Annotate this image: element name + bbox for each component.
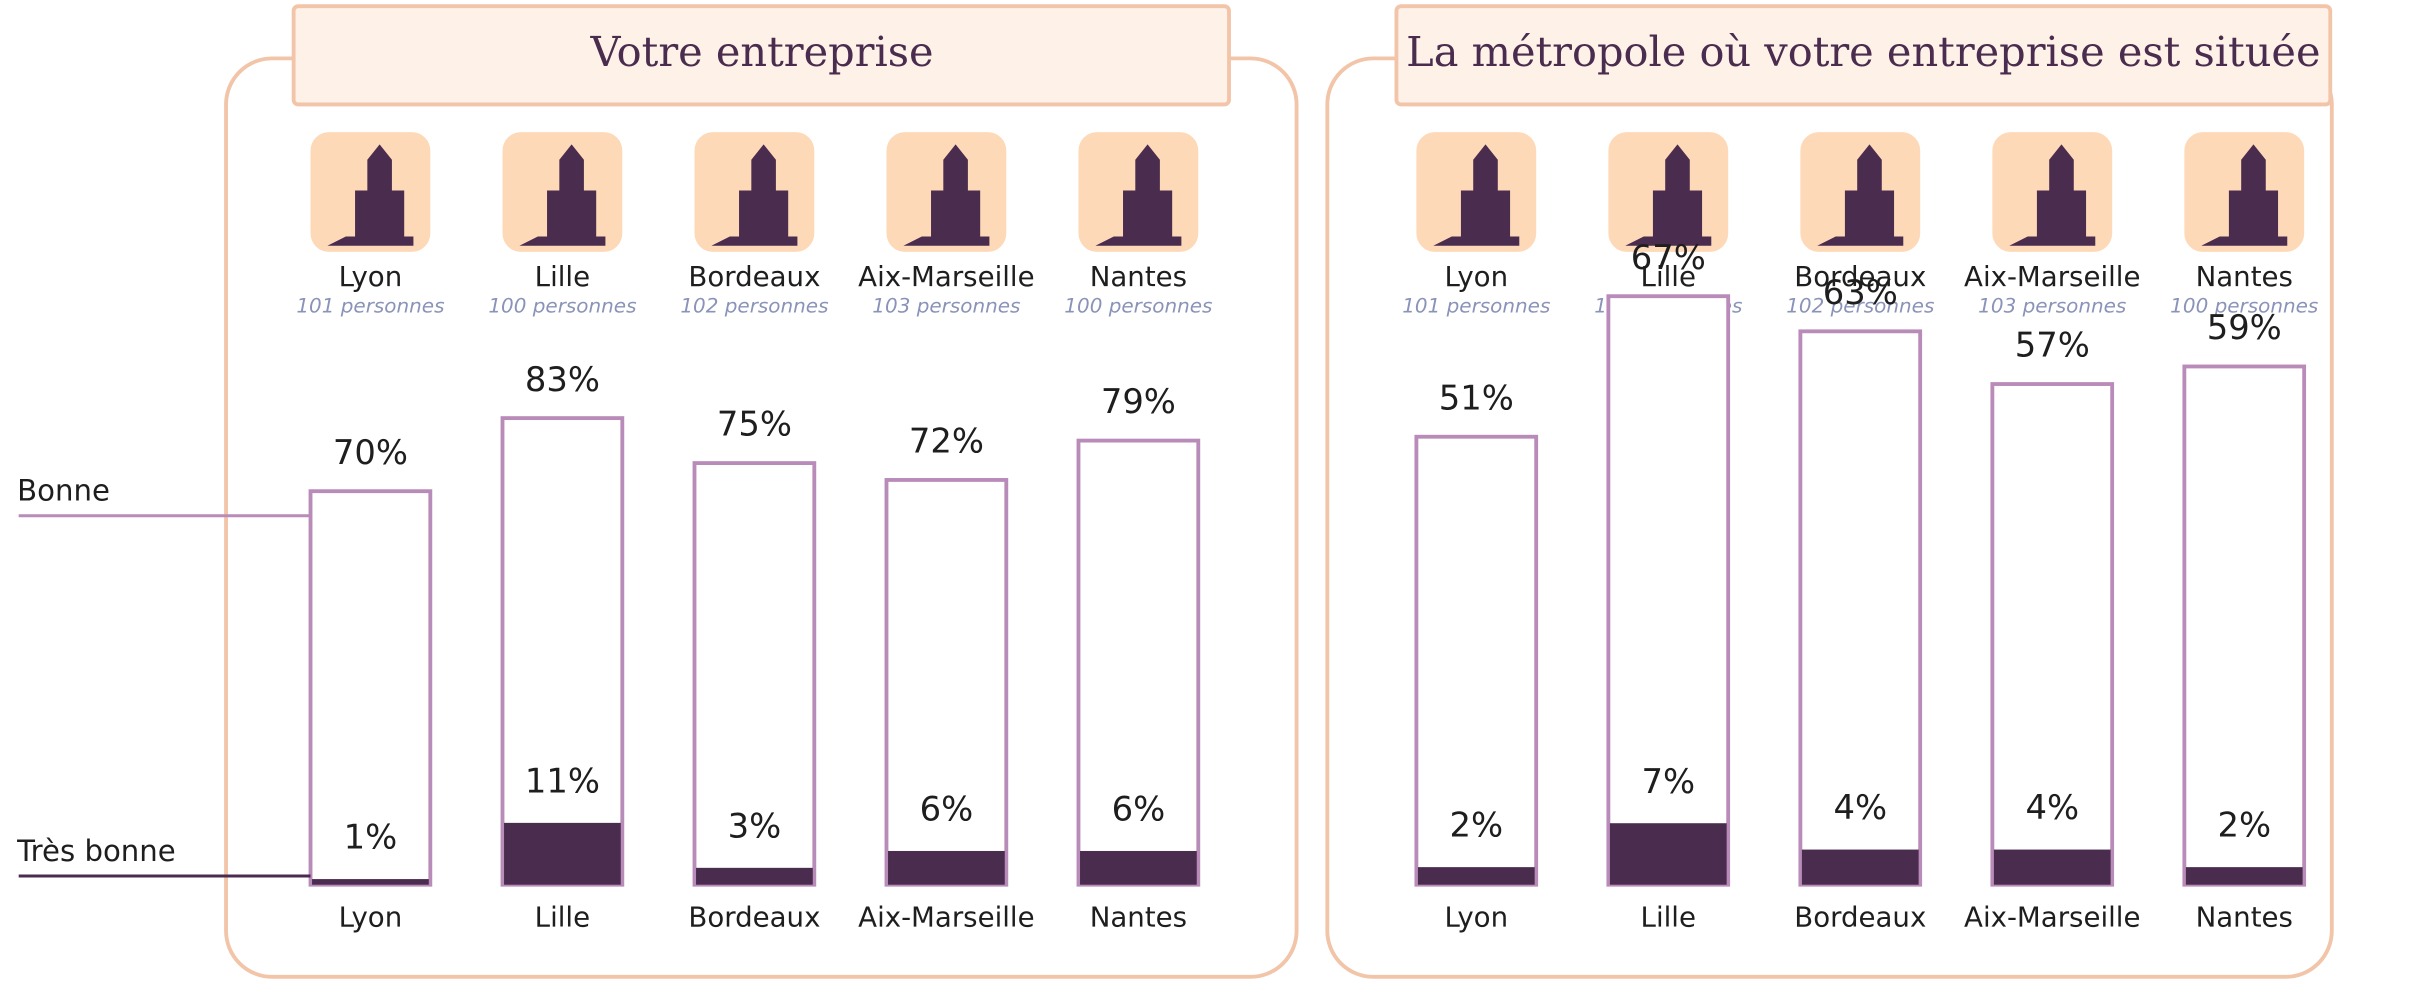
chart: Votre entreprise La métropole où votre e…	[0, 0, 2415, 983]
value-label: 7%	[1641, 762, 1695, 801]
value-label: 6%	[1112, 790, 1166, 829]
value-label: 57%	[2015, 326, 2090, 365]
x-tick-label: Nantes	[2196, 900, 2293, 933]
city-name: Aix-Marseille	[858, 260, 1034, 293]
sample-size: 101 personnes	[296, 294, 444, 318]
x-tick-label: Lyon	[339, 900, 403, 933]
sample-size: 103 personnes	[1978, 294, 2126, 318]
value-label: 2%	[1449, 806, 1503, 845]
value-label: 83%	[525, 360, 600, 399]
value-label: 11%	[525, 761, 600, 800]
bar-fill	[888, 851, 1005, 885]
city-name: Nantes	[1090, 260, 1187, 293]
bar-fill	[696, 868, 813, 885]
x-tick-label: Lyon	[1444, 900, 1508, 933]
city-name: Lille	[535, 260, 590, 293]
city-name: Nantes	[2196, 260, 2293, 293]
x-tick-label: Nantes	[1090, 900, 1187, 933]
bar-fill	[2186, 867, 2303, 885]
x-tick-label: Aix-Marseille	[1964, 900, 2140, 933]
value-label: 3%	[728, 806, 782, 845]
bar-fill	[504, 823, 621, 885]
value-label: 63%	[1823, 273, 1898, 312]
bar-fill	[312, 879, 429, 885]
legend-label: Bonne	[17, 474, 110, 508]
value-label: 70%	[333, 433, 408, 472]
city-name: Lyon	[1444, 260, 1508, 293]
bar-fill	[1802, 850, 1919, 885]
x-tick-label: Bordeaux	[688, 900, 820, 933]
value-label: 59%	[2207, 308, 2282, 347]
value-label: 67%	[1631, 238, 1706, 277]
bar-outline	[503, 418, 623, 885]
value-label: 4%	[2025, 788, 2079, 827]
sample-size: 101 personnes	[1402, 294, 1550, 318]
value-label: 4%	[1833, 788, 1887, 827]
x-tick-label: Aix-Marseille	[858, 900, 1034, 933]
city-name: Bordeaux	[688, 260, 820, 293]
x-tick-label: Bordeaux	[1794, 900, 1926, 933]
legend-label: Très bonne	[16, 834, 176, 868]
bar-fill	[1610, 823, 1727, 884]
x-tick-label: Lille	[535, 900, 590, 933]
chart-title: Votre entreprise	[590, 28, 934, 76]
value-label: 2%	[2217, 806, 2271, 845]
value-label: 1%	[344, 818, 398, 857]
value-label: 75%	[717, 405, 792, 444]
sample-size: 100 personnes	[488, 294, 636, 318]
sample-size: 103 personnes	[872, 294, 1020, 318]
city-name: Lyon	[339, 260, 403, 293]
city-name: Aix-Marseille	[1964, 260, 2140, 293]
sample-size: 100 personnes	[1064, 294, 1212, 318]
value-label: 51%	[1439, 378, 1514, 417]
value-label: 6%	[920, 790, 974, 829]
sample-size: 102 personnes	[680, 294, 828, 318]
chart-title: La métropole où votre entreprise est sit…	[1406, 28, 2320, 76]
page: Votre entreprise La métropole où votre e…	[0, 0, 2415, 983]
bar-fill	[1418, 867, 1535, 885]
bar-fill	[1080, 851, 1197, 885]
value-label: 79%	[1101, 382, 1176, 421]
x-tick-label: Lille	[1641, 900, 1696, 933]
value-label: 72%	[909, 422, 984, 461]
bar-fill	[1994, 850, 2111, 885]
